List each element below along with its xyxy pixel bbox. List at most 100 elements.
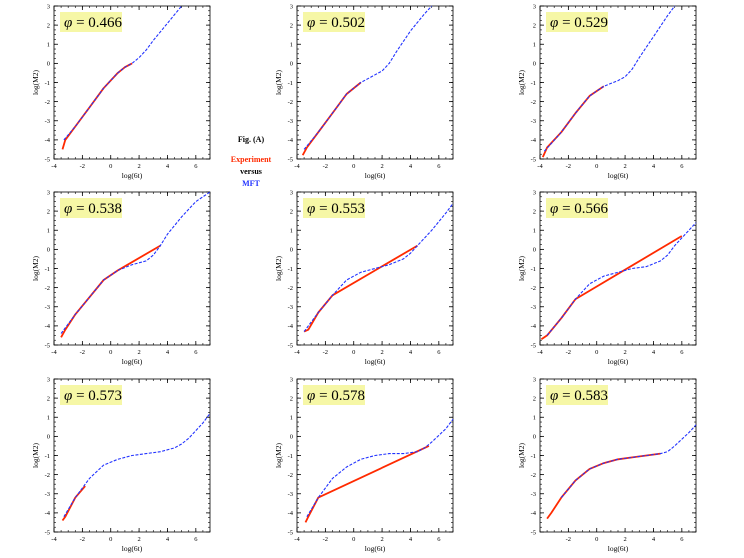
x-tick-label: 4 bbox=[409, 163, 413, 170]
y-tick-label: -1 bbox=[288, 80, 293, 87]
phi-label-box bbox=[546, 385, 608, 405]
y-tick-label: 3 bbox=[290, 376, 293, 383]
y-tick-label: 0 bbox=[290, 247, 293, 254]
y-tick-label: 3 bbox=[47, 189, 50, 196]
y-tick-label: -1 bbox=[288, 266, 293, 273]
phi-label-box bbox=[546, 198, 608, 218]
y-tick-label: -3 bbox=[45, 118, 50, 125]
y-tick-label: -4 bbox=[45, 323, 51, 330]
x-tick-label: -2 bbox=[323, 349, 328, 356]
x-tick-label: 0 bbox=[109, 536, 112, 543]
phi-label-box bbox=[60, 12, 122, 32]
phi-label: φ = 0.578 bbox=[307, 388, 365, 404]
phi-label: φ = 0.538 bbox=[64, 201, 122, 217]
phi-label-box bbox=[60, 385, 122, 405]
y-axis-label: log(M2) bbox=[31, 256, 40, 282]
y-tick-label: -2 bbox=[288, 472, 293, 479]
x-tick-label: 4 bbox=[652, 536, 656, 543]
y-tick-label: 3 bbox=[290, 3, 293, 10]
x-tick-label: 4 bbox=[166, 163, 170, 170]
x-axis-label: log(6t) bbox=[365, 544, 386, 553]
mft-series-line bbox=[546, 222, 697, 336]
y-tick-label: -5 bbox=[531, 342, 536, 349]
x-tick-label: 2 bbox=[623, 163, 626, 170]
y-tick-label: 3 bbox=[533, 376, 536, 383]
x-tick-label: 4 bbox=[166, 349, 170, 356]
y-tick-label: 1 bbox=[290, 415, 293, 422]
y-tick-label: 2 bbox=[533, 208, 536, 215]
y-tick-label: -4 bbox=[288, 323, 294, 330]
y-tick-label: -5 bbox=[288, 529, 293, 536]
x-tick-label: 0 bbox=[109, 349, 112, 356]
mft-series-line bbox=[63, 413, 211, 517]
y-tick-label: -2 bbox=[531, 472, 536, 479]
y-tick-label: -5 bbox=[45, 529, 50, 536]
x-tick-label: 0 bbox=[595, 349, 598, 356]
experiment-series-line bbox=[540, 235, 683, 341]
y-tick-label: 0 bbox=[290, 61, 293, 68]
figure-caption: Fig. (A) Experiment versus MFT bbox=[214, 134, 288, 190]
y-axis-label: log(M2) bbox=[517, 256, 526, 282]
y-tick-label: -3 bbox=[288, 118, 293, 125]
caption-experiment: Experiment bbox=[230, 155, 272, 164]
y-tick-label: -5 bbox=[288, 156, 293, 163]
y-axis-label: log(M2) bbox=[274, 443, 283, 469]
y-tick-label: -3 bbox=[531, 304, 536, 311]
y-tick-label: -5 bbox=[531, 529, 536, 536]
x-tick-label: 2 bbox=[380, 536, 383, 543]
phi-label: φ = 0.466 bbox=[64, 15, 123, 31]
x-tick-label: -4 bbox=[294, 163, 300, 170]
y-tick-label: -1 bbox=[45, 453, 50, 460]
y-tick-label: 0 bbox=[533, 247, 536, 254]
y-tick-label: -2 bbox=[45, 472, 50, 479]
mft-series-line bbox=[543, 5, 676, 152]
y-tick-label: -3 bbox=[288, 304, 293, 311]
phi-label: φ = 0.566 bbox=[550, 201, 609, 217]
x-tick-label: -4 bbox=[51, 163, 57, 170]
y-tick-label: -2 bbox=[45, 99, 50, 106]
x-tick-label: -2 bbox=[566, 536, 571, 543]
y-tick-label: 3 bbox=[47, 376, 50, 383]
x-tick-label: 6 bbox=[194, 163, 198, 170]
y-tick-label: 1 bbox=[290, 42, 293, 49]
y-tick-label: -5 bbox=[45, 156, 50, 163]
x-tick-label: 6 bbox=[680, 163, 684, 170]
y-tick-label: 1 bbox=[533, 415, 536, 422]
y-tick-label: -1 bbox=[531, 266, 536, 273]
experiment-series-line bbox=[541, 85, 605, 158]
phi-label: φ = 0.573 bbox=[64, 388, 122, 404]
experiment-series-line bbox=[303, 244, 418, 333]
y-tick-label: 3 bbox=[290, 189, 293, 196]
phi-label-box bbox=[546, 12, 608, 32]
y-tick-label: 0 bbox=[533, 61, 536, 68]
y-tick-label: 3 bbox=[533, 3, 536, 10]
y-tick-label: 1 bbox=[47, 42, 50, 49]
x-tick-label: -4 bbox=[51, 349, 57, 356]
x-tick-label: 2 bbox=[137, 536, 140, 543]
y-tick-label: 1 bbox=[47, 228, 50, 235]
x-tick-label: 4 bbox=[409, 536, 413, 543]
phi-label-box bbox=[303, 385, 365, 405]
y-tick-label: -3 bbox=[45, 304, 50, 311]
x-tick-label: 0 bbox=[352, 536, 355, 543]
y-tick-label: -4 bbox=[45, 137, 51, 144]
y-tick-label: 1 bbox=[47, 415, 50, 422]
y-tick-label: -3 bbox=[45, 491, 50, 498]
y-tick-label: -2 bbox=[288, 285, 293, 292]
y-tick-label: -4 bbox=[531, 137, 537, 144]
y-tick-label: -3 bbox=[288, 491, 293, 498]
y-tick-label: 1 bbox=[533, 228, 536, 235]
x-tick-label: -2 bbox=[566, 349, 571, 356]
y-tick-label: 2 bbox=[47, 208, 50, 215]
x-tick-label: -2 bbox=[323, 163, 328, 170]
x-tick-label: -2 bbox=[80, 349, 85, 356]
x-tick-label: 6 bbox=[437, 536, 441, 543]
x-tick-label: 0 bbox=[595, 536, 598, 543]
